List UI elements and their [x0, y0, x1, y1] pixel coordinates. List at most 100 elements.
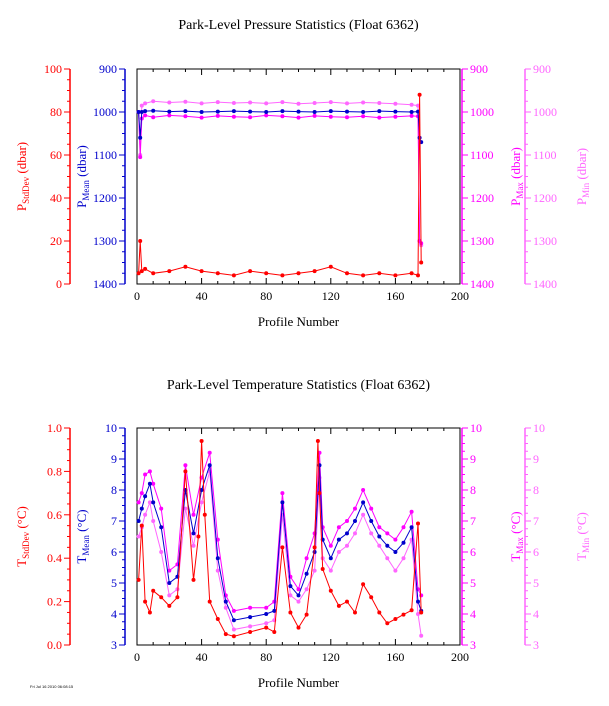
data-point-T_Mean [296, 593, 301, 598]
pressure-panel: Park-Level Pressure Statistics (Float 63… [14, 18, 591, 329]
data-point-T_Max [159, 506, 164, 511]
data-point-T_Min [296, 599, 301, 604]
x-tick-label: 0 [134, 289, 140, 303]
y-tick-label: 1100 [470, 148, 494, 162]
data-point-P_Max [296, 115, 301, 120]
y-tick-label: 40 [50, 191, 62, 205]
y-tick-label: 3 [470, 638, 476, 652]
data-point-P_StdDev [215, 271, 220, 276]
x-tick-label: 200 [451, 650, 469, 664]
data-point-P_Min [377, 101, 382, 105]
y-tick-label: 8 [533, 483, 539, 497]
data-point-T_StdDev [199, 439, 204, 443]
data-point-P_StdDev [183, 264, 188, 269]
data-point-T_StdDev [143, 599, 148, 604]
y-tick-label: 1000 [533, 105, 557, 119]
data-point-T_Mean [304, 571, 309, 576]
data-point-T_Min [369, 531, 374, 536]
footer-timestamp: Fri Jul 16 2010 06:08:15 [30, 684, 74, 689]
y-tick-label: 1200 [93, 191, 117, 205]
data-point-P_StdDev [280, 273, 285, 278]
data-point-P_Mean [377, 109, 382, 114]
data-point-T_Mean [416, 599, 420, 604]
data-point-P_StdDev [151, 271, 156, 276]
data-point-P_StdDev [138, 239, 143, 243]
data-point-P_Mean [143, 109, 148, 114]
y-tick-label: 1300 [533, 234, 557, 248]
data-point-P_StdDev [143, 266, 148, 271]
data-point-P_StdDev [139, 269, 144, 274]
x-tick-label: 120 [322, 650, 340, 664]
data-point-T_Max [409, 509, 414, 514]
data-point-P_Mean [139, 110, 144, 114]
data-point-T_StdDev [248, 630, 253, 634]
data-point-P_Min [167, 100, 172, 105]
y-tick-label: 1300 [93, 234, 117, 248]
data-point-T_Mean [231, 618, 236, 623]
y-tick-label: 6 [111, 545, 117, 559]
y-tick-label: 1300 [470, 234, 494, 248]
data-point-T_Mean [248, 615, 253, 620]
data-point-T_Min [167, 593, 172, 598]
data-point-T_Max [419, 593, 424, 598]
data-point-P_Mean [199, 110, 204, 114]
plot-frame [136, 427, 461, 646]
data-point-T_Mean [159, 525, 164, 530]
data-point-P_StdDev [377, 271, 382, 276]
data-point-P_StdDev [199, 269, 204, 274]
data-point-T_Min [353, 531, 357, 536]
y-tick-label: 1000 [470, 105, 494, 119]
data-point-P_Max [280, 114, 285, 119]
data-point-T_Min [159, 550, 164, 554]
y-tick-label: 4 [111, 607, 117, 621]
y-tick-label: 8 [111, 483, 117, 497]
data-point-P_StdDev [361, 273, 366, 278]
data-point-T_Mean [167, 581, 172, 585]
data-point-T_Min [288, 593, 293, 598]
data-point-P_Mean [264, 110, 269, 114]
y-tick-label: 6 [533, 545, 539, 559]
data-point-T_Min [199, 500, 204, 505]
data-point-T_Max [401, 525, 406, 530]
data-point-T_Min [248, 624, 253, 629]
data-point-P_Mean [409, 110, 414, 114]
data-point-T_Max [336, 525, 341, 530]
data-point-T_Min [136, 534, 141, 539]
data-point-P_Mean [231, 109, 236, 114]
y-tick-label: 900 [533, 62, 551, 76]
y-tick-label: 1400 [470, 277, 494, 291]
y-tick-label: 1000 [93, 105, 117, 119]
data-point-P_StdDev [312, 269, 317, 274]
data-point-T_Min [151, 519, 156, 523]
data-point-T_Mean [353, 519, 357, 523]
data-point-P_StdDev [419, 260, 424, 265]
data-point-P_Mean [280, 109, 285, 114]
data-point-T_Mean [369, 519, 374, 523]
data-point-T_StdDev [296, 625, 301, 630]
data-point-T_StdDev [175, 595, 180, 600]
data-point-T_Mean [139, 506, 144, 511]
data-point-T_StdDev [361, 582, 366, 587]
data-point-P_StdDev [231, 273, 236, 278]
data-point-T_Mean [151, 500, 156, 505]
y-tick-label: 0.0 [47, 638, 62, 652]
y-tick-label: 4 [533, 607, 539, 621]
data-point-T_Max [304, 556, 309, 561]
data-point-T_StdDev [345, 599, 349, 604]
y-tick-label: 3 [111, 638, 117, 652]
data-point-T_StdDev [401, 612, 406, 617]
x-axis-label: Profile Number [258, 314, 340, 329]
y-axis-label: TMin (°C) [574, 512, 591, 561]
y-tick-label: 9 [470, 452, 476, 466]
data-point-T_StdDev [183, 469, 188, 474]
y-tick-label: 80 [50, 105, 62, 119]
y-axis-label: TMean (°C) [74, 509, 91, 563]
y-tick-label: 0 [56, 277, 62, 291]
data-point-T_Max [215, 537, 220, 542]
data-point-P_Min [264, 101, 269, 106]
data-point-T_Min [377, 543, 382, 548]
data-point-T_StdDev [369, 595, 374, 600]
data-point-T_Mean [272, 608, 277, 613]
data-point-P_Min [183, 99, 188, 104]
